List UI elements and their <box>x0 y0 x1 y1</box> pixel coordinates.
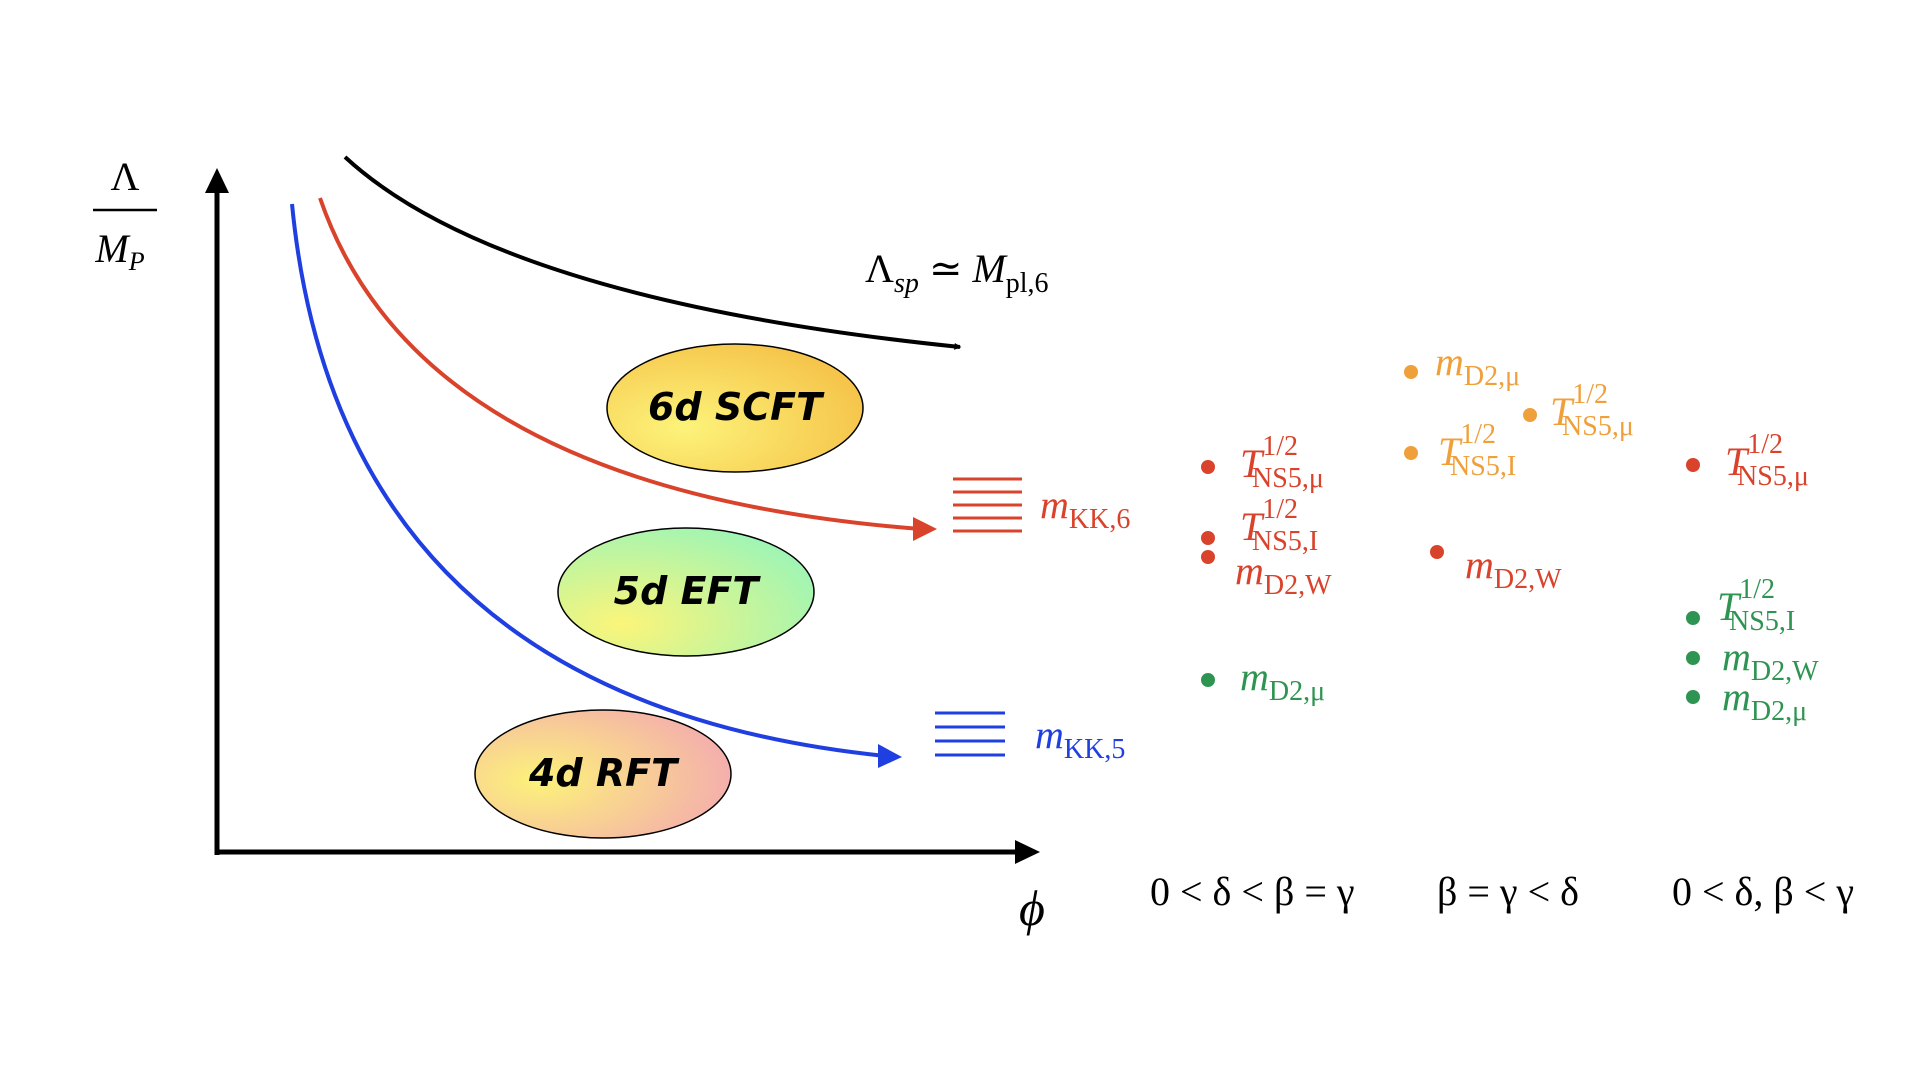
scale-label: T1/2 NS5,μ <box>1240 431 1324 494</box>
column-condition: 0 < δ, β < γ <box>1672 869 1854 914</box>
kk6-tower <box>953 477 1022 533</box>
axes: Λ MP ϕ <box>93 154 1045 936</box>
scale-dot <box>1201 550 1215 564</box>
scale-label: T1/2 NS5,μ <box>1550 379 1634 442</box>
scale-label: mD2,W <box>1465 542 1562 595</box>
scale-label: mD2,μ <box>1240 654 1325 707</box>
scale-dot <box>1686 458 1700 472</box>
region-label: 4d RFT <box>528 751 680 795</box>
x-axis-label: ϕ <box>1019 880 1045 936</box>
scale-dot <box>1404 446 1418 460</box>
column-1: T1/2 NS5,μ T1/2 NS5,I mD2,W mD2,μ 0 < δ < … <box>1150 431 1355 914</box>
scale-dot <box>1523 408 1537 422</box>
scale-label: mD2,W <box>1235 548 1332 601</box>
region-ellipse <box>557 527 815 657</box>
kk5-arrowhead <box>878 744 902 768</box>
column-condition: β = γ < δ <box>1437 869 1579 914</box>
region-ellipse <box>474 709 732 839</box>
scale-label: T1/2 NS5,I <box>1717 574 1795 637</box>
kk5-label: mKK,5 <box>1035 712 1125 765</box>
region-label: 6d SCFT <box>648 385 825 429</box>
region-label: 5d EFT <box>614 569 762 613</box>
column-3: T1/2 NS5,μ T1/2 NS5,I mD2,W mD2,μ 0 < δ, β… <box>1672 429 1854 914</box>
scale-dot <box>1430 545 1444 559</box>
region-5d-eft: 5d EFT <box>557 527 815 657</box>
region-4d-rft: 4d RFT <box>474 709 732 839</box>
scale-dot <box>1686 690 1700 704</box>
curves <box>290 155 962 768</box>
scale-label: mD2,W <box>1722 634 1819 687</box>
kk6-curve <box>318 197 921 531</box>
column-2: mD2,μ T1/2 NS5,μ T1/2 NS5,I mD2,W β = γ < … <box>1404 339 1634 914</box>
species-scale-label: Λsp ≃ Mpl,6 <box>865 246 1049 299</box>
kk5-curve <box>290 203 886 758</box>
scale-label: T1/2 NS5,I <box>1240 494 1318 557</box>
species-scale-curve <box>343 155 962 350</box>
y-axis-label-numerator: Λ <box>110 154 139 199</box>
scale-dot <box>1201 673 1215 687</box>
x-axis-arrowhead <box>1015 840 1040 864</box>
y-axis-arrowhead <box>205 168 229 193</box>
scale-dot <box>1201 531 1215 545</box>
region-ellipse <box>606 343 864 473</box>
scale-dot <box>1686 611 1700 625</box>
kk6-label: mKK,6 <box>1040 482 1130 535</box>
column-condition: 0 < δ < β = γ <box>1150 869 1355 914</box>
region-6d-scft: 6d SCFT <box>606 343 864 473</box>
kk5-tower <box>935 711 1005 757</box>
kk6-arrowhead <box>913 517 937 541</box>
scale-label: T1/2 NS5,I <box>1438 419 1516 482</box>
scale-dot <box>1201 460 1215 474</box>
y-axis-label-denominator: MP <box>94 226 144 276</box>
scale-label: mD2,μ <box>1722 674 1807 727</box>
scale-label: T1/2 NS5,μ <box>1725 429 1809 492</box>
scale-label: mD2,μ <box>1435 339 1520 392</box>
scale-dot <box>1404 365 1418 379</box>
scale-dot <box>1686 651 1700 665</box>
